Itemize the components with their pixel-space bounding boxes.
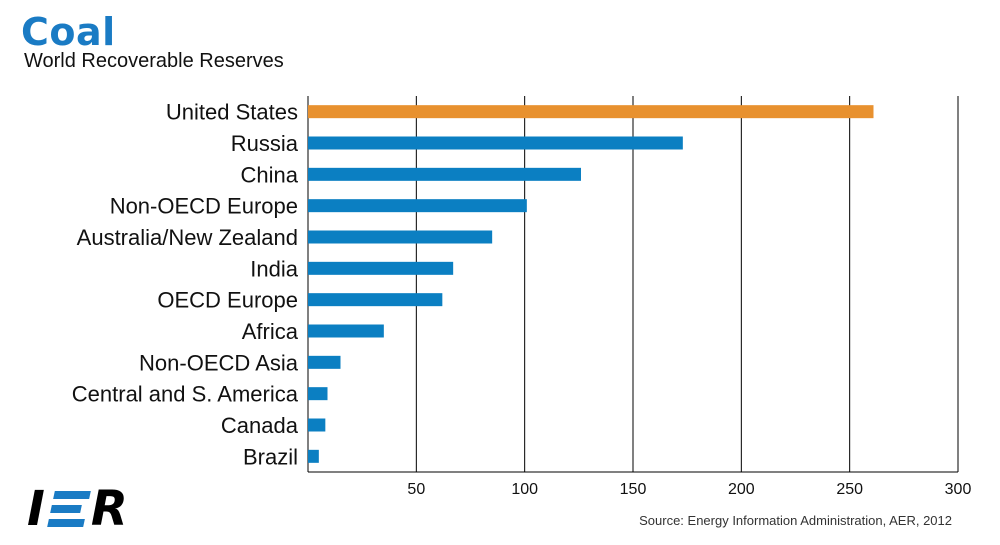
category-label: China bbox=[241, 162, 299, 187]
category-label: Non-OECD Europe bbox=[110, 194, 298, 219]
category-label: United States bbox=[166, 100, 298, 125]
category-label: Central and S. America bbox=[72, 382, 299, 407]
ier-logo: I R bbox=[27, 481, 128, 537]
category-label: OECD Europe bbox=[157, 288, 298, 313]
bar-india bbox=[308, 261, 454, 275]
x-tick-label: 250 bbox=[836, 481, 863, 498]
category-label: Brazil bbox=[243, 444, 298, 469]
x-tick-label: 50 bbox=[407, 481, 425, 498]
category-label: India bbox=[250, 256, 298, 281]
category-label: Russia bbox=[231, 131, 299, 156]
x-tick-label: 150 bbox=[620, 481, 647, 498]
logo-e-mark bbox=[47, 489, 92, 529]
bar-africa bbox=[308, 324, 384, 338]
category-label: Non-OECD Asia bbox=[139, 350, 299, 375]
bar-australia-new-zealand bbox=[308, 230, 493, 244]
bar-central-and-s-america bbox=[308, 387, 328, 401]
chart-title: Coal bbox=[21, 10, 116, 54]
category-label: Africa bbox=[242, 319, 299, 344]
source-note: Source: Energy Information Administratio… bbox=[639, 513, 952, 528]
bar-russia bbox=[308, 136, 683, 150]
chart-subtitle: World Recoverable Reserves bbox=[24, 50, 284, 72]
bar-brazil bbox=[308, 449, 319, 463]
category-label: Canada bbox=[221, 413, 299, 438]
x-tick-label: 300 bbox=[945, 481, 972, 498]
x-tick-label: 200 bbox=[728, 481, 755, 498]
bar-non-oecd-asia bbox=[308, 355, 341, 369]
bar-canada bbox=[308, 418, 326, 432]
bar-united-states bbox=[308, 105, 874, 119]
bar-oecd-europe bbox=[308, 293, 443, 307]
x-tick-label: 100 bbox=[511, 481, 538, 498]
bar-non-oecd-europe bbox=[308, 199, 527, 213]
bar-china bbox=[308, 167, 581, 181]
category-label: Australia/New Zealand bbox=[77, 225, 298, 250]
